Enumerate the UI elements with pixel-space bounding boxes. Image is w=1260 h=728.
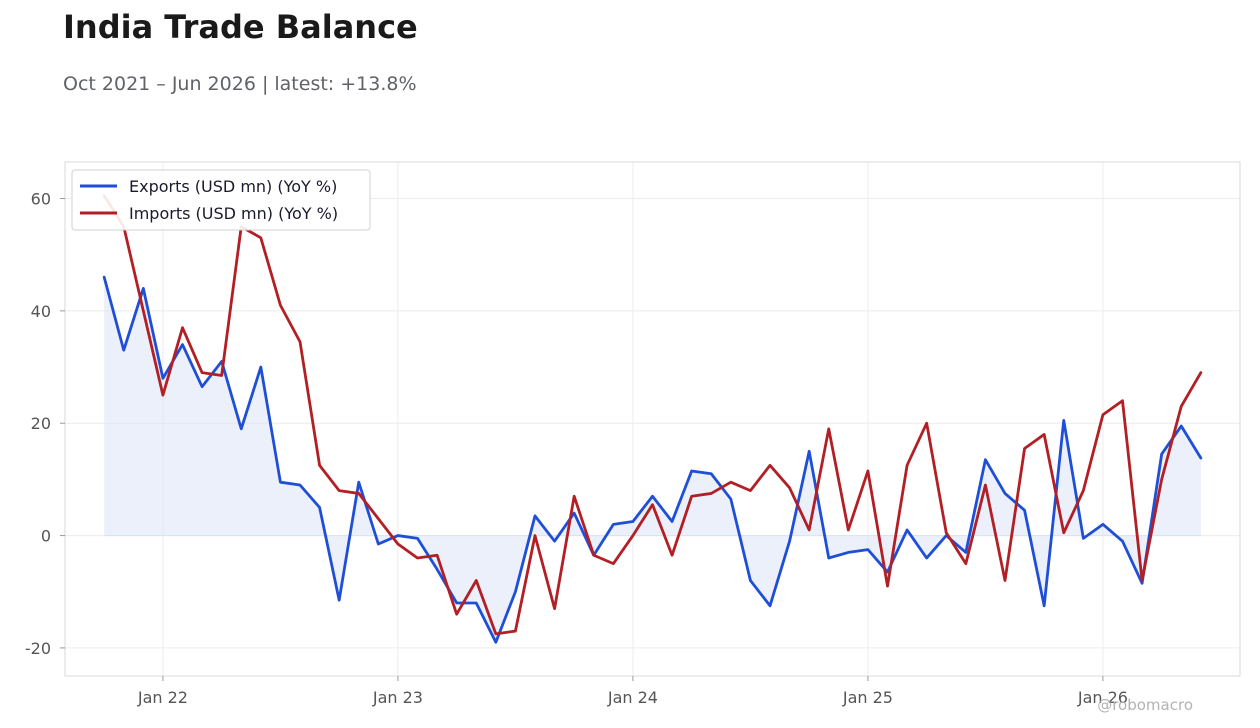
grid-lines — [65, 162, 1240, 676]
exports-line — [102, 275, 1203, 644]
x-tick-label: Jan 22 — [137, 688, 188, 707]
y-tick-label: 0 — [41, 527, 51, 546]
legend-label: Exports (USD mn) (YoY %) — [129, 177, 337, 196]
axes: 60 40 20 0 -20 Jan 22 Jan 23 Jan 24 Jan 25 Jan 26 — [25, 161, 1241, 707]
legend: Exports (USD mn) (YoY %) Imports (USD mn)… — [71, 169, 371, 231]
imports-line — [102, 194, 1203, 636]
legend-box — [71, 169, 371, 231]
watermark: @robomacro — [1097, 696, 1193, 714]
x-tick-label: Jan 25 — [842, 688, 893, 707]
y-tick-label: 20 — [31, 414, 51, 433]
plot-frame — [64, 161, 1241, 677]
y-tick-label: -20 — [25, 639, 51, 658]
x-tick-label: Jan 24 — [607, 688, 658, 707]
chart-subtitle: Oct 2021 – Jun 2026 | latest: +13.8% — [63, 73, 417, 95]
x-tick-label: Jan 26 — [1077, 688, 1128, 707]
chart-title: India Trade Balance — [63, 8, 418, 46]
exports-area-fill — [104, 277, 1201, 643]
series-lines — [102, 194, 1203, 644]
exports-fill-area — [104, 277, 1201, 643]
x-tick-label: Jan 23 — [372, 688, 423, 707]
legend-label: Imports (USD mn) (YoY %) — [129, 204, 338, 223]
y-tick-label: 60 — [31, 190, 51, 209]
y-tick-label: 40 — [31, 302, 51, 321]
